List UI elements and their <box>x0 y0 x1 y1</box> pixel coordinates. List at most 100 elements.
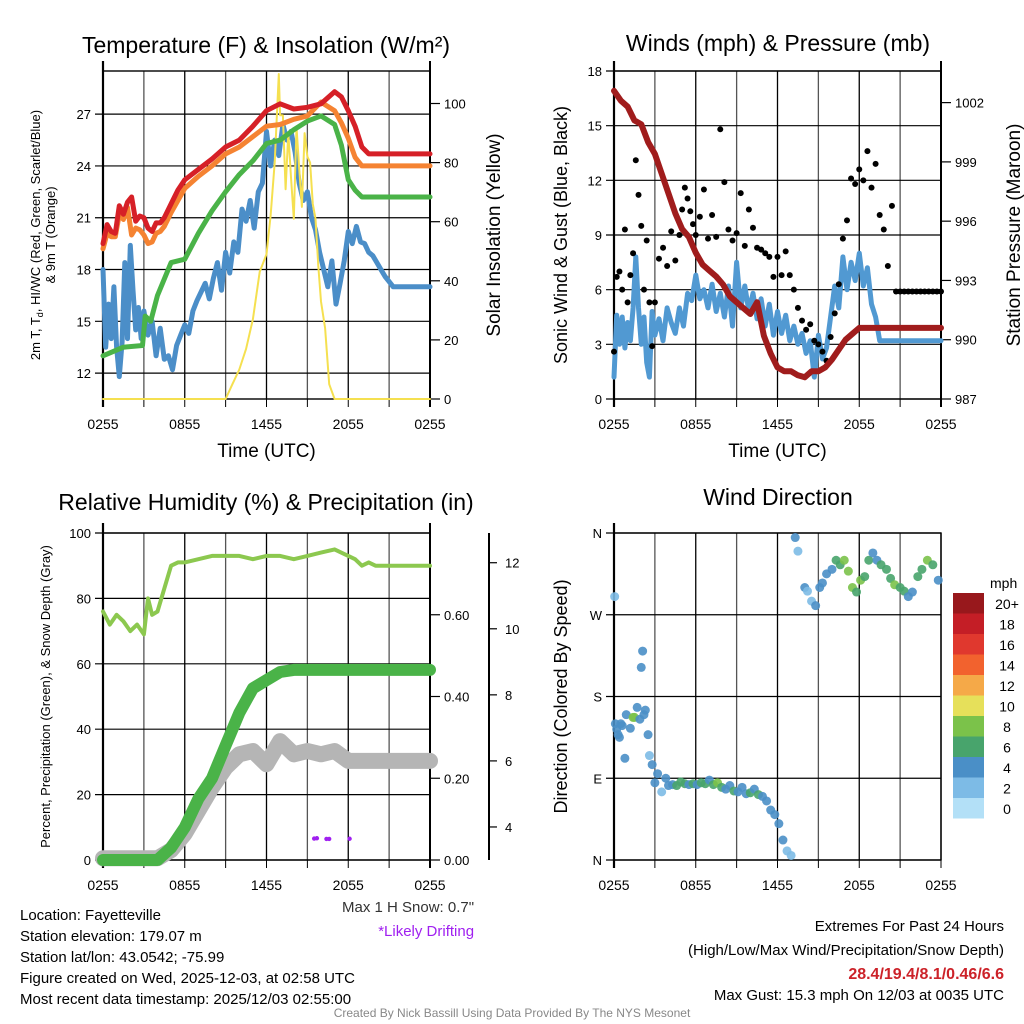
latlon-text: Station lat/lon: 43.0542; -75.99 <box>20 949 225 966</box>
series-point-gust <box>616 268 623 275</box>
direction-point <box>638 646 648 656</box>
direction-point <box>907 587 917 597</box>
direction-point <box>811 601 821 611</box>
colorbar-label: 0 <box>1003 801 1011 817</box>
series-point-gust <box>819 348 826 355</box>
series-point-gust <box>770 273 777 280</box>
y2-tick-label: 80 <box>444 156 458 171</box>
y-tick-label: S <box>593 690 602 705</box>
y-tick-label: 24 <box>77 159 91 174</box>
series-point-gust <box>687 208 694 215</box>
series-point-gust <box>696 213 703 220</box>
series-line-precipitation <box>97 663 436 866</box>
series-point-gust <box>679 206 686 213</box>
series-point-gust <box>786 272 793 279</box>
x-tick-label: 1455 <box>251 877 282 893</box>
direction-point <box>827 564 837 574</box>
series-point-gust <box>880 226 887 233</box>
y-tick-label: 27 <box>77 107 91 122</box>
colorbar-swatch <box>953 798 984 819</box>
series-point-gust <box>782 248 789 255</box>
colorbar-label: 20+ <box>995 596 1019 612</box>
x-tick-label: 0255 <box>598 416 629 432</box>
series-line-solar-insolation <box>102 73 431 400</box>
x-tick-label: 1455 <box>762 877 793 893</box>
y-tick-label: 100 <box>69 526 91 541</box>
y2-tick-label: 1002 <box>955 96 984 111</box>
colorbar-swatch <box>953 736 984 757</box>
y-label-part: , HI/WC (Red, Green, Scarlet/Blue) <box>28 110 43 312</box>
y2-tick-label: 987 <box>955 392 977 407</box>
y-tick-label: 18 <box>77 263 91 278</box>
y2-tick-label: 0.00 <box>444 853 469 868</box>
x-axis-label: Time (UTC) <box>217 441 316 462</box>
elevation-text: Station elevation: 179.07 m <box>20 928 202 945</box>
series-line-dewpoint <box>100 113 433 359</box>
colorbar-title: mph <box>990 575 1017 591</box>
max-snow-text: Max 1 H Snow: 0.7" <box>342 899 475 916</box>
series-point-gust <box>681 184 688 191</box>
series-point-gust <box>664 262 671 269</box>
colorbar-label: 4 <box>1003 760 1011 776</box>
y-tick-label: 12 <box>588 173 602 188</box>
series-point-gust <box>733 230 740 237</box>
extremes-panel: Extremes For Past 24 Hours (High/Low/Max… <box>688 916 1004 1006</box>
x-tick-label: 1455 <box>762 416 793 432</box>
series-point-gust <box>717 126 724 133</box>
y-tick-label: N <box>593 526 602 541</box>
series-point-gust <box>766 253 773 260</box>
series-point-gust <box>794 304 801 311</box>
direction-point <box>802 586 812 596</box>
direction-point <box>860 572 870 582</box>
series-point-gust <box>762 250 769 257</box>
series-point-gust <box>868 184 875 191</box>
series-point-gust <box>635 191 642 198</box>
series-point-gust <box>938 288 944 295</box>
y3-tick-label: 10 <box>505 622 519 637</box>
x-tick-label: 2055 <box>844 877 875 893</box>
station-info: Location: Fayetteville Station elevation… <box>20 905 355 1010</box>
series-point-gust <box>721 179 728 186</box>
colorbar-swatch <box>953 757 984 778</box>
extremes-subheading: (High/Low/Max Wind/Precipitation/Snow De… <box>688 942 1004 959</box>
series-point-gust <box>624 299 631 306</box>
series-point-gust <box>643 237 650 244</box>
series-point-gust <box>843 217 850 224</box>
series-point-gust <box>705 235 712 242</box>
direction-point <box>882 564 891 574</box>
y-tick-label: 12 <box>77 366 91 381</box>
direction-point <box>770 810 780 820</box>
y2-tick-label: 100 <box>444 97 466 112</box>
series-point-gust <box>632 157 639 164</box>
x-tick-label: 1455 <box>251 416 282 432</box>
y2-tick-label: 990 <box>955 333 977 348</box>
chart-title: Temperature (F) & Insolation (W/m²) <box>82 32 450 58</box>
y-axis-label: 2m T, Td, HI/WC (Red, Green, Scarlet/Blu… <box>28 110 45 360</box>
x-tick-label: 0855 <box>169 877 200 893</box>
y2-tick-label: 60 <box>444 215 458 230</box>
chart-humidity: Relative Humidity (%) & Precipitation (i… <box>38 489 519 893</box>
colorbar-swatch <box>953 716 984 737</box>
created-text: Figure created on Wed, 2025-12-03, at 02… <box>20 970 355 987</box>
series-point-gust <box>649 343 656 350</box>
colorbar-label: 14 <box>999 658 1015 674</box>
direction-point <box>643 730 653 740</box>
series-point-gust <box>700 186 707 193</box>
direction-point <box>778 835 788 845</box>
colorbar-swatch <box>953 593 984 614</box>
y-tick-label: N <box>593 853 602 868</box>
y-axis-label: Sonic Wind & Gust (Blue, Black) <box>551 106 571 364</box>
y3-tick-label: 8 <box>505 688 512 703</box>
series-point-gust <box>676 232 683 238</box>
series-point-gust <box>713 233 720 240</box>
series-point-gust <box>613 273 620 280</box>
series-point-gust <box>835 281 842 288</box>
colorbar-label: 16 <box>999 637 1015 653</box>
colorbar-swatch <box>953 777 984 798</box>
series-line-station-pressure <box>611 87 944 381</box>
chart-temperature: Temperature (F) & Insolation (W/m²) 12 15 1… <box>28 32 505 462</box>
series-point-likely-drifting <box>326 836 332 842</box>
direction-point <box>913 572 923 582</box>
series-point-gust <box>741 242 748 249</box>
x-tick-label: 0255 <box>925 416 956 432</box>
